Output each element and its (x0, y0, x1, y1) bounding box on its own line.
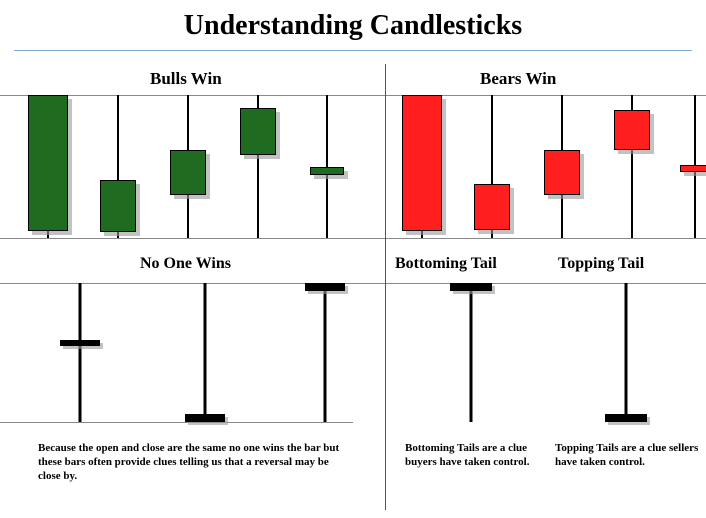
candle-body (28, 95, 68, 231)
doji-wick (470, 283, 473, 422)
page-title: Understanding Candlesticks (0, 0, 706, 50)
title-rule (14, 50, 692, 51)
candle-body (402, 95, 442, 231)
candle-body (240, 108, 276, 155)
doji-cap (185, 414, 225, 422)
section-label-noone: No One Wins (140, 255, 231, 273)
doji-cap (605, 414, 647, 422)
section-label-bulls: Bulls Win (150, 69, 222, 89)
doji-cap (60, 340, 100, 346)
caption-bottoming: Bottoming Tails are a clue buyers have t… (405, 442, 555, 470)
gridline-row1-bottom (0, 238, 706, 239)
doji-cap (305, 283, 345, 291)
doji-wick (625, 283, 628, 422)
vertical-divider (385, 64, 386, 510)
caption-noone: Because the open and close are the same … (38, 442, 348, 483)
caption-topping: Topping Tails are a clue sellers have ta… (555, 442, 705, 470)
candle-body (170, 150, 206, 195)
gridline-row2-top (0, 283, 706, 284)
candle-body (614, 110, 650, 150)
gridline-row2-bottom (0, 422, 353, 423)
section-label-bottoming: Bottoming Tail (395, 255, 497, 273)
section-label-bears: Bears Win (480, 69, 556, 89)
gridline-row1-top (0, 95, 706, 96)
candle-body (310, 167, 344, 175)
doji-wick (324, 283, 327, 422)
section-label-topping: Topping Tail (558, 255, 644, 273)
candle-body (474, 184, 510, 230)
candle-body (100, 180, 136, 232)
candle-body (544, 150, 580, 195)
doji-cap (450, 283, 492, 291)
doji-wick (79, 283, 82, 422)
candle-body (680, 165, 706, 172)
doji-wick (204, 283, 207, 422)
